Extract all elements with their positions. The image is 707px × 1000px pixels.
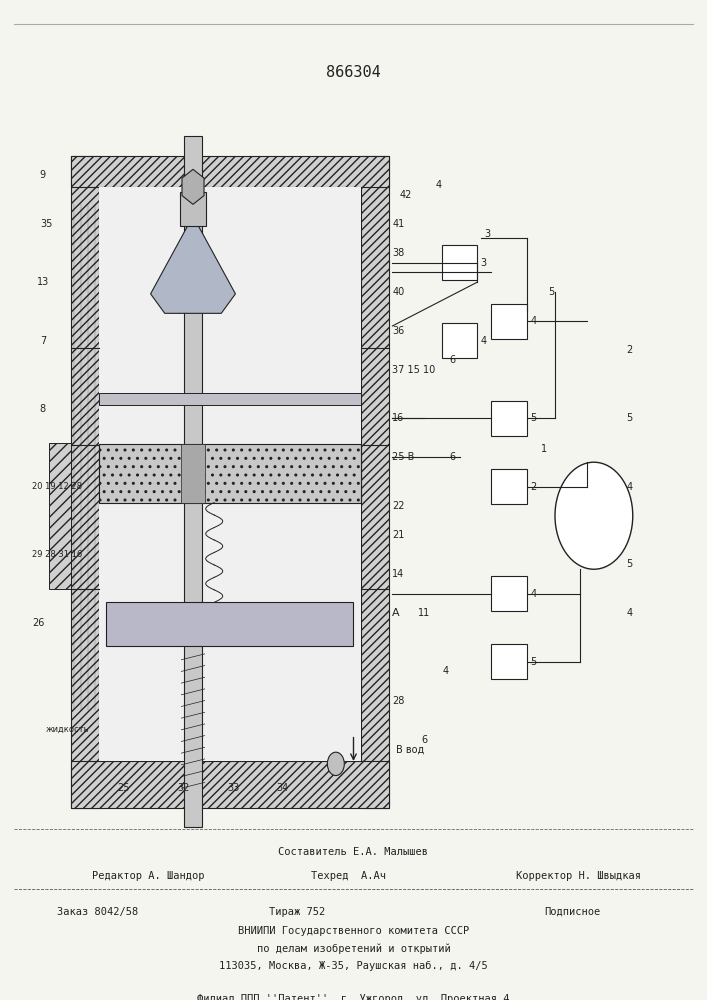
Text: 113035, Москва, Ж-35, Раушская наб., д. 4/5: 113035, Москва, Ж-35, Раушская наб., д. … [219,961,488,971]
Text: 16: 16 [392,413,404,423]
Text: 5: 5 [626,413,632,423]
Text: 22: 22 [392,501,405,511]
Text: 41: 41 [392,219,404,229]
Text: 4: 4 [481,336,487,346]
Text: 2: 2 [530,482,537,492]
Text: 5: 5 [530,657,537,667]
Text: 6: 6 [421,735,427,745]
Bar [71,761,389,808]
Text: 4: 4 [626,482,632,492]
Text: 37 15 10: 37 15 10 [392,365,436,375]
Text: Корректор Н. Швыдкая: Корректор Н. Швыдкая [516,871,641,881]
Bar [442,245,477,280]
Text: 5: 5 [530,413,537,423]
Polygon shape [182,169,204,204]
Bar [180,192,206,226]
Bar [491,401,527,436]
Text: 11: 11 [418,608,431,618]
Polygon shape [151,216,235,313]
Text: 6: 6 [450,452,455,462]
Text: 29 28 31 16: 29 28 31 16 [32,550,82,559]
Text: 32: 32 [177,783,190,793]
Text: Редактор А. Шандор: Редактор А. Шандор [92,871,204,881]
Text: 14: 14 [392,569,404,579]
Bar [49,443,71,589]
Text: 9: 9 [40,170,46,180]
Text: ВНИИПИ Государственного комитета СССР: ВНИИПИ Государственного комитета СССР [238,926,469,936]
Text: 33: 33 [227,783,240,793]
Text: Филиал ППП ''Патент'', г. Ужгород, ул. Проектная,4: Филиал ППП ''Патент'', г. Ужгород, ул. П… [197,994,510,1000]
Text: 34: 34 [276,783,289,793]
Text: 4: 4 [530,316,537,326]
Bar [99,393,361,405]
Text: 4: 4 [443,666,448,676]
Text: 26: 26 [32,618,45,628]
Text: 4: 4 [436,180,441,190]
Text: 1: 1 [541,444,547,454]
Text: 35: 35 [40,219,53,229]
Bar [106,602,354,646]
Text: 13: 13 [37,277,49,287]
Text: 25: 25 [117,783,130,793]
Text: 21: 21 [392,530,405,540]
Bar [442,323,477,358]
Text: 25 B: 25 B [392,452,415,462]
Text: 4: 4 [530,589,537,599]
Bar [71,156,99,808]
Circle shape [327,752,344,776]
Text: 36: 36 [392,326,404,336]
Text: 20 19 12 28: 20 19 12 28 [32,482,82,491]
Text: 40: 40 [392,287,404,297]
Text: Техред  А.Ач: Техред А.Ач [311,871,386,881]
Text: 42: 42 [399,190,412,200]
Bar [491,576,527,611]
Bar [71,156,389,187]
Text: 8: 8 [40,404,46,414]
Text: 7: 7 [40,336,46,346]
Text: 5: 5 [549,287,554,297]
Text: Заказ 8042/58: Заказ 8042/58 [57,907,138,917]
Text: 6: 6 [450,355,455,365]
Text: 38: 38 [392,248,404,258]
Text: по делам изобретений и открытий: по делам изобретений и открытий [257,944,450,954]
Text: Подписное: Подписное [544,907,601,917]
Text: 2: 2 [626,345,632,355]
Text: Составитель Е.А. Малышев: Составитель Е.А. Малышев [279,847,428,857]
Bar [361,156,389,808]
Text: 4: 4 [626,608,632,618]
Text: 28: 28 [392,696,405,706]
Text: 3: 3 [481,258,487,268]
Bar [491,644,527,679]
Text: 866304: 866304 [326,65,381,80]
Bar [180,444,205,503]
Text: 5: 5 [626,559,632,569]
Text: жидкость: жидкость [46,725,90,734]
Text: A: A [392,608,400,618]
Bar [491,469,527,504]
Bar [99,187,361,761]
Bar [99,444,361,503]
Circle shape [555,462,633,569]
Text: 3: 3 [485,229,491,239]
Bar [184,136,202,827]
Text: B вод: B вод [396,744,424,754]
Bar [491,304,527,339]
Text: Тираж 752: Тираж 752 [269,907,325,917]
